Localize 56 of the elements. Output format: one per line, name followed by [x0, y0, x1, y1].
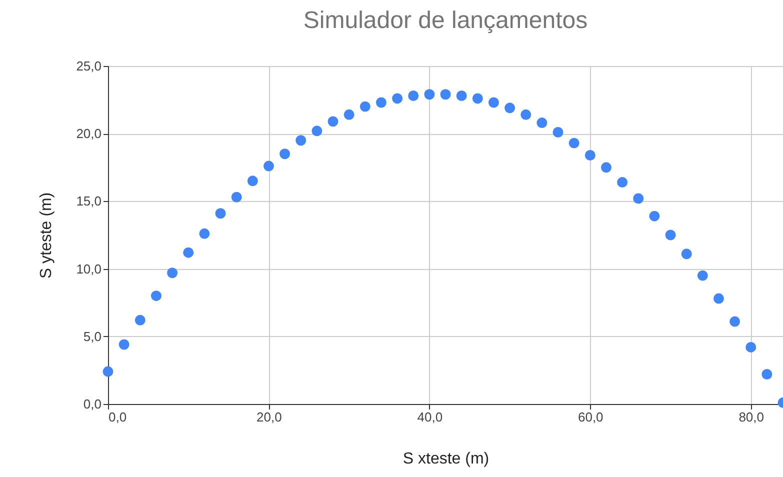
point [408, 90, 419, 101]
point [167, 268, 178, 278]
y-tick-label: 15,0 [76, 194, 102, 209]
point [552, 127, 564, 138]
point [649, 210, 660, 222]
x-tick-label: 40,0 [417, 410, 443, 424]
point [681, 248, 692, 260]
y-tick-label: 5,0 [83, 328, 102, 344]
point [697, 270, 708, 281]
point [424, 89, 435, 100]
point [584, 150, 596, 160]
point [568, 138, 580, 148]
x-tick-label: 20,0 [256, 410, 282, 424]
point [762, 369, 772, 380]
point [633, 193, 644, 204]
point [520, 109, 532, 120]
point [231, 192, 242, 202]
x-tick-label: 0,0 [108, 410, 127, 424]
point [328, 116, 338, 127]
chart-title: Simulador de lançamentos [303, 7, 588, 34]
point [456, 90, 467, 101]
point [713, 293, 724, 304]
x-tick-label: 60,0 [578, 410, 604, 424]
point [102, 366, 114, 377]
point [280, 148, 290, 160]
point [600, 162, 612, 173]
point [392, 93, 403, 104]
y-axis-title: S yteste (m) [38, 192, 56, 279]
point [536, 118, 548, 128]
y-tick-label: 20,0 [76, 126, 102, 142]
point [263, 160, 274, 172]
point [440, 89, 451, 100]
point [183, 247, 194, 258]
point [199, 228, 210, 239]
x-axis-title: S xteste (m) [402, 450, 490, 468]
point [376, 97, 386, 108]
point [150, 290, 162, 302]
point [344, 109, 354, 120]
point [472, 93, 483, 104]
point [665, 230, 676, 240]
y-tick-label: 10,0 [76, 261, 102, 276]
point [730, 316, 740, 327]
point [312, 126, 322, 136]
point [247, 176, 258, 186]
y-tick-label: 25,0 [76, 58, 102, 74]
point [118, 339, 130, 350]
point [617, 177, 628, 188]
point [488, 97, 499, 108]
point [296, 135, 306, 146]
x-tick-label: 80,0 [738, 410, 764, 424]
point [746, 342, 756, 352]
point [504, 102, 516, 114]
point [215, 208, 226, 219]
point [134, 314, 146, 326]
point [360, 101, 370, 112]
y-tick-label: 0,0 [83, 396, 102, 412]
